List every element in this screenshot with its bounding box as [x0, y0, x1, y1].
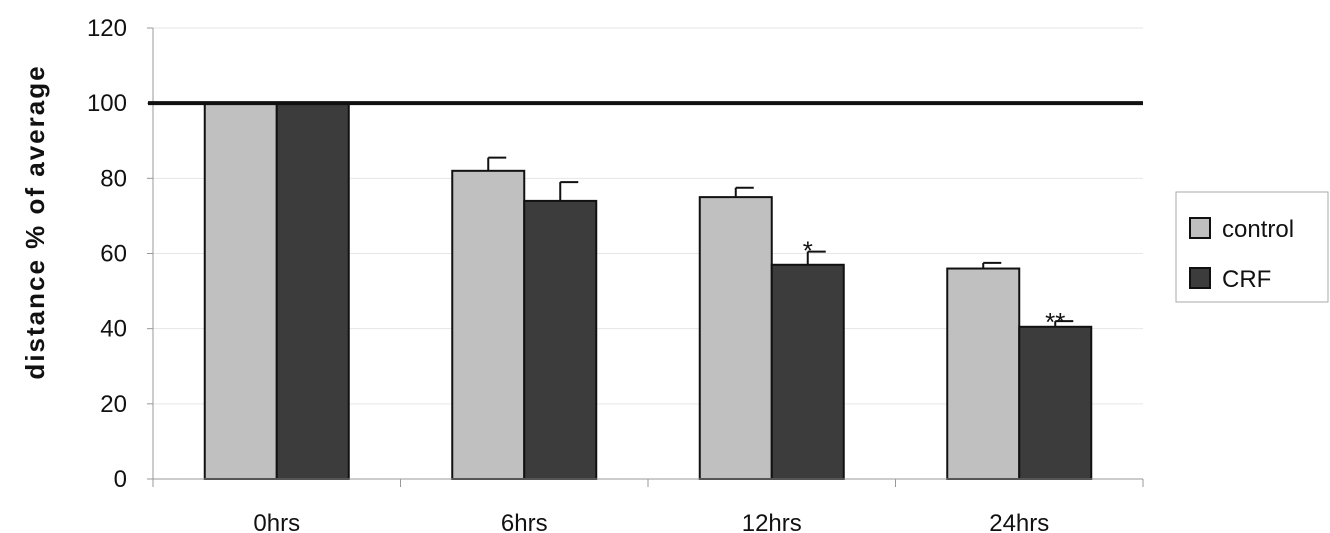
- y-tick-label: 20: [100, 391, 127, 418]
- y-tick-label: 120: [87, 15, 127, 42]
- bar-control-24hrs: [946, 267, 1021, 480]
- bar-control-6hrs: [451, 169, 526, 480]
- legend-swatch-crf: [1189, 267, 1211, 289]
- bar-crf-6hrs: [523, 199, 598, 480]
- legend: control CRF: [1175, 191, 1329, 303]
- y-axis-label: distance % of average: [20, 64, 50, 379]
- x-tick-labels: 0hrs 6hrs 12hrs 24hrs: [253, 510, 1049, 533]
- bar-crf-24hrs: [1018, 325, 1093, 480]
- y-tick-label: 40: [100, 316, 127, 343]
- y-tick-labels: 0 20 40 60 80 100 120: [87, 15, 127, 493]
- y-tick-label: 60: [100, 241, 127, 268]
- legend-swatch-control: [1189, 217, 1211, 239]
- x-tick-label: 12hrs: [742, 510, 802, 533]
- x-tick-label: 24hrs: [989, 510, 1049, 533]
- y-tick-label: 80: [100, 165, 127, 192]
- x-tick-label: 0hrs: [253, 510, 300, 533]
- bar-crf-12hrs: [770, 263, 845, 480]
- axes: [147, 27, 1144, 487]
- significance-marker: **: [1045, 307, 1065, 337]
- y-tick-label: 0: [114, 466, 127, 493]
- y-tick-label: 100: [87, 90, 127, 117]
- significance-markers: ***: [803, 236, 1066, 338]
- legend-label-control: control: [1222, 216, 1294, 243]
- significance-marker: *: [803, 236, 813, 266]
- error-bars: [487, 156, 1074, 327]
- x-tick-label: 6hrs: [501, 510, 548, 533]
- bar-crf-0hrs: [275, 102, 350, 481]
- legend-label-crf: CRF: [1222, 266, 1271, 293]
- bars: [203, 102, 1093, 481]
- bar-control-0hrs: [203, 102, 278, 481]
- bar-control-12hrs: [698, 196, 773, 480]
